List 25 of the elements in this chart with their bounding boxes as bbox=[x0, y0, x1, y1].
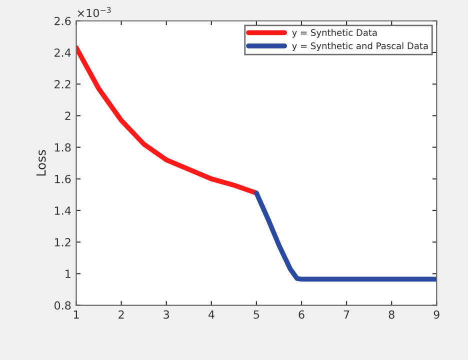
x-tick-label: 3 bbox=[164, 310, 170, 319]
y-tick-label: 1.4 bbox=[54, 206, 71, 215]
x-tick-label: 5 bbox=[254, 310, 260, 319]
x-tick-label: 9 bbox=[434, 310, 440, 319]
text: ×10$^{−3}$ bbox=[78, 7, 111, 18]
y-tick-label: 1.8 bbox=[54, 143, 71, 152]
x-tick-label: 1 bbox=[74, 310, 79, 319]
y-tick-label: 1.2 bbox=[54, 238, 70, 246]
y-tick-label: 2 bbox=[65, 112, 70, 120]
y-tick-label: 2.4 bbox=[54, 48, 71, 57]
y-axis-title: Loss bbox=[36, 150, 46, 176]
y-tick-label: 2.2 bbox=[54, 80, 70, 88]
x-tick-label: 8 bbox=[388, 310, 394, 319]
y-tick-label: 1.6 bbox=[54, 174, 71, 184]
y-tick-label: 1 bbox=[66, 270, 70, 278]
legend-label: y = Synthetic and Pascal Data bbox=[292, 42, 428, 51]
x-tick-label: 2 bbox=[118, 310, 124, 319]
x-tick-label: 7 bbox=[344, 310, 350, 319]
x-tick-label: 6 bbox=[298, 310, 304, 319]
x-tick-label: 4 bbox=[208, 310, 214, 319]
line-series bbox=[254, 190, 437, 282]
legend-label: y = Synthetic Data bbox=[292, 29, 377, 38]
y-tick-label: 0.8 bbox=[54, 301, 71, 310]
y-tick-label: 2.6 bbox=[54, 16, 71, 26]
line-series bbox=[76, 45, 259, 196]
